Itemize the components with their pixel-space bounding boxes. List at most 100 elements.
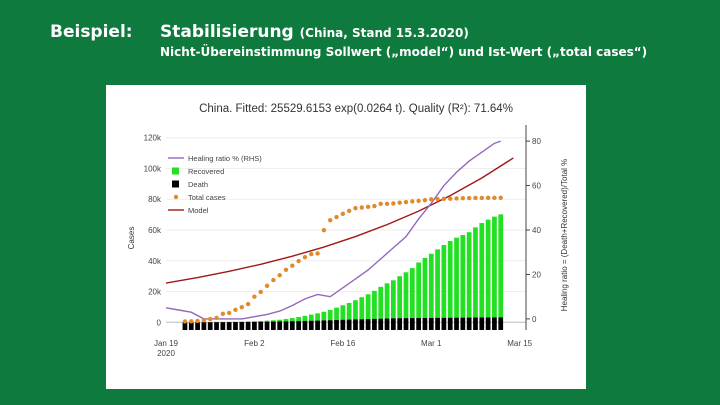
total-cases-point [214, 315, 219, 321]
bar-recovered [391, 280, 396, 319]
bar-death [334, 319, 339, 330]
bar-recovered [492, 216, 497, 318]
chart-panel: China. Fitted: 25529.6153 exp(0.0264 t).… [106, 85, 586, 389]
total-cases-point [233, 307, 238, 312]
bar-death [353, 319, 358, 330]
bar-recovered [416, 262, 421, 319]
bar-recovered [485, 219, 491, 318]
bar-recovered [466, 232, 472, 318]
y-tick-label: 20k [148, 288, 162, 297]
bar-recovered [302, 315, 308, 321]
total-cases-point [353, 205, 358, 211]
legend-label: Total cases [188, 193, 226, 202]
bar-death [220, 322, 226, 330]
total-cases-point [328, 218, 333, 223]
total-cases-point [283, 267, 289, 273]
bar-death [264, 321, 270, 330]
bar-death [485, 317, 491, 330]
legend-swatch-dot [173, 194, 179, 200]
slide-title: Stabilisierung (China, Stand 15.3.2020) [160, 22, 469, 42]
bars [182, 214, 504, 330]
bar-death [384, 318, 390, 330]
bar-recovered [321, 311, 327, 321]
bar-death [340, 319, 346, 330]
y-axis-label: Cases [127, 227, 136, 250]
total-cases-point [365, 204, 371, 210]
bar-death [378, 318, 384, 330]
chart: China. Fitted: 25529.6153 exp(0.0264 t).… [127, 103, 569, 358]
total-cases-point [435, 196, 440, 202]
total-cases-point [466, 195, 472, 201]
bar-recovered [346, 302, 352, 320]
model-line [165, 157, 514, 284]
total-cases-point [208, 316, 213, 322]
legend-swatch-square [172, 167, 179, 175]
y-tick-label: 60k [148, 226, 162, 235]
slide-title-note: (China, Stand 15.3.2020) [299, 26, 469, 40]
total-cases-point [460, 195, 466, 201]
total-cases-point [277, 273, 282, 278]
y-tick-label: 40k [148, 257, 162, 266]
lines [165, 140, 514, 320]
total-cases-point [258, 289, 263, 295]
bar-death [372, 318, 377, 330]
bar-recovered [460, 235, 466, 318]
total-cases-point [309, 251, 314, 257]
bar-recovered [397, 276, 403, 319]
bar-recovered [271, 320, 276, 322]
y2-tick-label: 40 [532, 226, 541, 235]
bar-recovered [479, 223, 485, 318]
total-cases-point [252, 294, 257, 299]
total-cases-point [264, 283, 270, 289]
bar-recovered [422, 257, 428, 318]
slide-title-text: Stabilisierung [160, 22, 294, 42]
y-tick-label: 80k [148, 195, 162, 204]
bar-recovered [409, 268, 415, 319]
bar-death [391, 318, 396, 330]
total-cases-point [245, 301, 251, 307]
total-cases-point [473, 195, 478, 201]
x-tick-sublabel: 2020 [157, 349, 175, 358]
total-cases-point [485, 195, 491, 201]
legend-label: Death [188, 180, 208, 189]
y2-tick-label: 0 [532, 315, 537, 324]
bar-death [226, 322, 232, 330]
bar-death [428, 317, 434, 330]
bar-recovered [435, 249, 440, 318]
total-cases-point [397, 200, 402, 205]
bar-death [479, 317, 485, 330]
bar-recovered [372, 290, 377, 319]
bar-death [397, 318, 403, 330]
bar-death [302, 320, 308, 330]
total-cases-point [359, 205, 364, 210]
y-tick-label: 120k [144, 134, 162, 143]
total-cases-point [220, 311, 226, 317]
total-cases-point [182, 319, 188, 324]
x-tick-label: Mar 1 [421, 339, 442, 348]
bar-death [492, 317, 497, 330]
total-cases-point [492, 195, 497, 201]
bar-death [422, 317, 428, 330]
total-cases-point [340, 211, 346, 217]
total-cases-point [239, 305, 244, 310]
bar-death [359, 319, 365, 330]
bar-recovered [441, 245, 447, 318]
total-cases-point [271, 277, 276, 283]
bar-recovered [473, 227, 478, 318]
bar-death [416, 318, 421, 330]
bar-recovered [454, 237, 459, 318]
total-cases-point [296, 258, 301, 264]
y-tick-label: 0 [157, 318, 162, 327]
total-cases-point [195, 318, 200, 324]
bar-death [296, 321, 301, 330]
legend-swatch-square [172, 180, 179, 188]
bar-death [321, 320, 327, 330]
bar-death [239, 321, 245, 330]
legend-label: Recovered [188, 167, 224, 176]
bar-recovered [334, 307, 339, 320]
total-cases-point [189, 319, 194, 324]
legend-label: Model [188, 206, 209, 215]
y2-axis-label: Healing ratio = (Death+Recovered)/Total … [560, 159, 569, 312]
total-cases-point [226, 310, 232, 316]
bar-death [289, 321, 295, 330]
